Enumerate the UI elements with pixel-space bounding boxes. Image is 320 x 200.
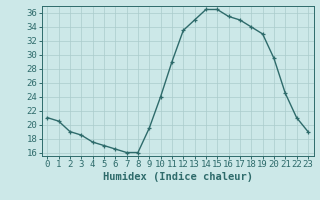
X-axis label: Humidex (Indice chaleur): Humidex (Indice chaleur) bbox=[103, 172, 252, 182]
